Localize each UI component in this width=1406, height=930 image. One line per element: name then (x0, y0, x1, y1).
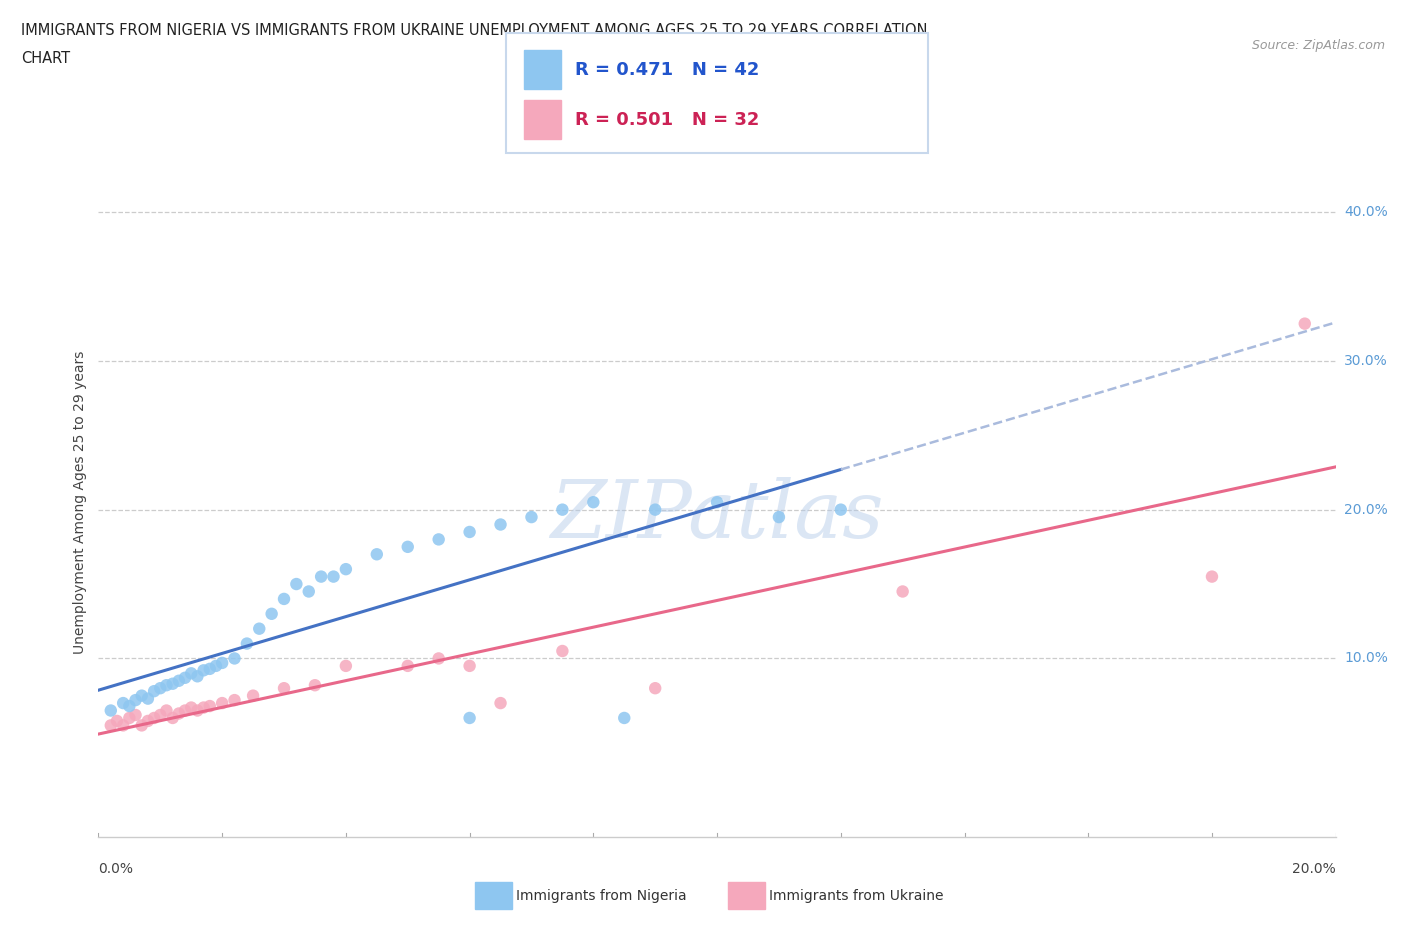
Point (174, 671, 197, 685)
Point (247, 621, 270, 636)
Point (304, 678, 326, 693)
Point (335, 562, 357, 577)
Y-axis label: Unemployment Among Ages 25 to 29 years: Unemployment Among Ages 25 to 29 years (73, 351, 87, 654)
Point (706, 495, 728, 510)
Point (118, 698, 141, 713)
Text: Source: ZipAtlas.com: Source: ZipAtlas.com (1251, 39, 1385, 52)
Point (167, 706, 190, 721)
Point (143, 711, 166, 725)
Point (285, 577, 308, 591)
Point (396, 539, 419, 554)
Point (193, 700, 215, 715)
Point (112, 718, 135, 733)
Point (131, 688, 153, 703)
Point (224, 693, 246, 708)
Point (149, 708, 172, 723)
Point (613, 711, 636, 725)
Point (124, 693, 146, 708)
Point (520, 510, 543, 525)
Point (644, 502, 666, 517)
Point (458, 658, 481, 673)
Point (335, 658, 357, 673)
Point (174, 703, 197, 718)
Text: CHART: CHART (21, 51, 70, 66)
Point (582, 495, 605, 510)
Point (309, 569, 332, 584)
Point (458, 711, 481, 725)
Point (830, 502, 852, 517)
Point (427, 651, 450, 666)
Point (136, 691, 159, 706)
Point (427, 532, 450, 547)
Point (768, 510, 790, 525)
Point (1294, 316, 1316, 331)
Point (198, 661, 221, 676)
Point (149, 681, 172, 696)
Point (224, 651, 246, 666)
Point (198, 698, 221, 713)
Point (644, 681, 666, 696)
Point (100, 703, 122, 718)
Point (162, 711, 184, 725)
Point (155, 678, 177, 693)
Point (193, 663, 215, 678)
Text: 0.0%: 0.0% (98, 862, 134, 876)
Text: Immigrants from Nigeria: Immigrants from Nigeria (516, 888, 686, 903)
Text: ZIPatlas: ZIPatlas (550, 477, 884, 554)
Point (322, 569, 344, 584)
Point (186, 669, 208, 684)
Point (242, 688, 264, 703)
Point (366, 547, 388, 562)
Text: 20.0%: 20.0% (1344, 502, 1388, 517)
Point (167, 673, 190, 688)
Point (112, 696, 135, 711)
Point (118, 711, 141, 725)
Text: 40.0%: 40.0% (1344, 205, 1388, 219)
Text: 30.0%: 30.0% (1344, 353, 1388, 368)
Point (155, 703, 177, 718)
Point (105, 713, 128, 728)
Point (131, 718, 153, 733)
Point (396, 658, 419, 673)
Point (551, 502, 574, 517)
Point (273, 681, 295, 696)
Point (551, 644, 574, 658)
Point (273, 591, 295, 606)
Point (1201, 569, 1223, 584)
Text: R = 0.471   N = 42: R = 0.471 N = 42 (575, 60, 759, 79)
Point (180, 700, 202, 715)
Point (236, 636, 259, 651)
Point (162, 676, 184, 691)
Text: R = 0.501   N = 32: R = 0.501 N = 32 (575, 111, 759, 129)
Point (186, 703, 208, 718)
Point (891, 584, 914, 599)
Point (298, 584, 321, 599)
Point (180, 666, 202, 681)
Point (458, 525, 481, 539)
Point (260, 606, 283, 621)
Point (489, 517, 512, 532)
Point (136, 713, 159, 728)
Point (211, 696, 233, 711)
Text: 20.0%: 20.0% (1292, 862, 1336, 876)
Text: 10.0%: 10.0% (1344, 651, 1388, 666)
Point (143, 684, 166, 698)
Text: IMMIGRANTS FROM NIGERIA VS IMMIGRANTS FROM UKRAINE UNEMPLOYMENT AMONG AGES 25 TO: IMMIGRANTS FROM NIGERIA VS IMMIGRANTS FR… (21, 23, 928, 38)
Point (100, 718, 122, 733)
Point (205, 658, 228, 673)
Text: Immigrants from Ukraine: Immigrants from Ukraine (769, 888, 943, 903)
Point (124, 708, 146, 723)
Point (211, 656, 233, 671)
Point (489, 696, 512, 711)
